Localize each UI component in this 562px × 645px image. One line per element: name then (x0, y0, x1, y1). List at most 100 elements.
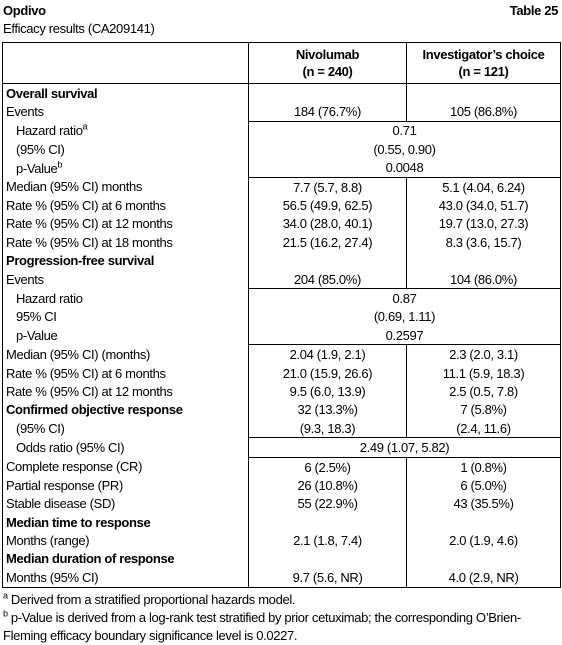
table-row: Progression-free survival (3, 251, 561, 270)
label-text: Rate % (95% CI) at 18 months (6, 234, 173, 250)
label-text: (95% CI) (16, 141, 65, 157)
row-label: Median (95% CI) (months) (3, 345, 249, 364)
subtitle: Efficacy results (CA209141) (3, 21, 155, 36)
row-label: p-Valueb (3, 159, 249, 178)
row-label: Stable disease (SD) (3, 495, 249, 513)
row-label: Events (3, 270, 249, 289)
table-row: p-Value 0.2597 (3, 326, 561, 346)
label-text: Overall survival (6, 85, 98, 101)
table-row: Rate % (95% CI) at 6 months 56.5 (49.9, 6… (3, 196, 561, 215)
label-text: Hazard ratio (16, 290, 83, 306)
row-label: Months (range) (3, 531, 249, 549)
empty-cell (406, 251, 561, 270)
column-n: (n = 121) (458, 64, 509, 79)
table-row: Events 204 (85.0%) 104 (86.0%) (3, 269, 561, 289)
cell-value: 4.0 (2.9, NR) (406, 568, 561, 588)
table-row: Months (95% CI) 9.7 (5.6, NR) 4.0 (2.9, NR… (3, 568, 561, 588)
cell-value: 43.0 (34.0, 51.7) (406, 196, 561, 215)
footnote-marker: b (57, 159, 63, 170)
cell-value: 105 (86.8%) (406, 102, 561, 122)
row-label: Median (95% CI) months (3, 177, 249, 196)
cell-value: 2.1 (1.8, 7.4) (248, 531, 407, 550)
label-text: Events (6, 104, 44, 120)
row-label: Odds ratio (95% CI) (3, 438, 249, 457)
merged-value: 2.49 (1.07, 5.82) (248, 437, 561, 458)
row-label: Hazard ratioa (3, 121, 249, 140)
row-label: Median time to response (3, 513, 249, 531)
label-text: Rate % (95% CI) at 6 months (6, 198, 166, 214)
label-text: Months (range) (6, 533, 90, 549)
label-text: Rate % (95% CI) at 12 months (6, 216, 173, 232)
empty-cell (248, 512, 407, 532)
label-text: p-Value (16, 328, 58, 344)
merged-value: 0.2597 (248, 326, 561, 346)
cell-value: 9.7 (5.6, NR) (248, 568, 407, 588)
row-label: Median duration of response (3, 550, 249, 568)
table-row: Rate % (95% CI) at 6 months 21.0 (15.9, 2… (3, 363, 561, 383)
footnote: b p-Value is derived from a log-rank tes… (3, 609, 558, 645)
table-row: Median (95% CI) months 7.7 (5.7, 8.8) 5.1 … (3, 177, 561, 197)
cell-value: 19.7 (13.0, 27.3) (406, 214, 561, 234)
footnote-marker: b (3, 608, 8, 619)
empty-cell (248, 251, 407, 270)
label-text: Confirmed objective response (6, 402, 183, 418)
cell-value: 7 (5.8%) (406, 400, 561, 420)
row-label: Complete response (CR) (3, 457, 249, 476)
row-label: Progression-free survival (3, 252, 249, 270)
row-label: Rate % (95% CI) at 12 months (3, 215, 249, 233)
cell-value: 21.5 (16.2, 27.4) (248, 233, 407, 252)
row-label: (95% CI) (3, 419, 249, 438)
label-text: Median (95% CI) months (6, 179, 143, 195)
efficacy-table: Nivolumab (n = 240) Investigator’s choice (… (2, 42, 561, 588)
row-label: Rate % (95% CI) at 6 months (3, 196, 249, 214)
row-label: Confirmed objective response (3, 401, 249, 419)
cell-value: 56.5 (49.9, 62.5) (248, 196, 407, 215)
table-body: Overall survival Events 184 (76.7%) 105 (86… (3, 83, 561, 588)
label-text: Rate % (95% CI) at 12 months (6, 383, 173, 399)
table-row: Stable disease (SD) 55 (22.9%) 43 (35.5%) (3, 494, 561, 513)
row-label: Events (3, 102, 249, 121)
label-text: Rate % (95% CI) at 6 months (6, 365, 166, 381)
column-n: (n = 240) (302, 64, 353, 79)
table-row: Events 184 (76.7%) 105 (86.8%) (3, 102, 561, 122)
empty-cell (248, 83, 407, 103)
label-text: Stable disease (SD) (6, 496, 115, 512)
table-row: Rate % (95% CI) at 12 months 34.0 (28.0, … (3, 214, 561, 234)
label-text: 95% CI (16, 309, 57, 325)
cell-value: 6 (2.5%) (248, 457, 407, 477)
empty-cell (406, 83, 561, 103)
row-label: Partial response (PR) (3, 476, 249, 494)
row-label: (95% CI) (3, 140, 249, 158)
merged-value: 0.87 (248, 288, 561, 308)
label-text: Events (6, 271, 44, 287)
row-label: 95% CI (3, 308, 249, 326)
table-row: Overall survival (3, 83, 561, 103)
cell-value: 21.0 (15.9, 26.6) (248, 363, 407, 383)
cell-value: 204 (85.0%) (248, 269, 407, 289)
footnote-marker: a (82, 121, 88, 132)
row-label: p-Value (3, 326, 249, 345)
table-row: Complete response (CR) 6 (2.5%) 1 (0.8%) (3, 457, 561, 477)
table-row: (95% CI) (9.3, 18.3) (2.4, 11.6) (3, 419, 561, 438)
title: Opdivo (3, 3, 46, 18)
cell-value: 2.3 (2.0, 3.1) (406, 344, 561, 364)
column-name: Nivolumab (295, 47, 360, 62)
table-row: p-Valueb 0.0048 (3, 158, 561, 178)
merged-value: 0.0048 (248, 158, 561, 178)
label-text: p-Value (16, 160, 58, 176)
table-row: Months (range) 2.1 (1.8, 7.4) 2.0 (1.9, 4.… (3, 531, 561, 550)
table-row: Rate % (95% CI) at 12 months 9.5 (6.0, 13… (3, 382, 561, 401)
label-text: Median duration of response (6, 551, 175, 567)
table-row: Odds ratio (95% CI) 2.49 (1.07, 5.82) (3, 437, 561, 458)
cell-value: 5.1 (4.04, 6.24) (406, 177, 561, 197)
footnote-text: Derived from a stratified proportional h… (10, 591, 296, 607)
table-row: Median duration of response (3, 549, 561, 569)
label-text: Median time to response (6, 514, 151, 530)
cell-value: 32 (13.3%) (248, 400, 407, 420)
label-text: Progression-free survival (6, 253, 155, 269)
table-row: Confirmed objective response 32 (13.3%) 7 … (3, 400, 561, 420)
header-row: Nivolumab (n = 240) Investigator’s choice (… (2, 42, 561, 84)
row-label: Overall survival (3, 84, 249, 103)
label-text: Partial response (PR) (6, 477, 123, 493)
